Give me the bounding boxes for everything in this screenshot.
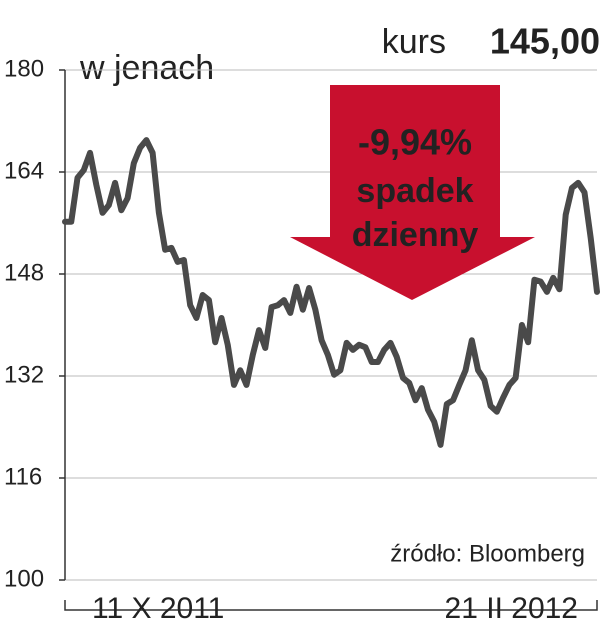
y-tick-label: 148 — [4, 259, 44, 286]
x-tick-label: 11 X 2011 — [92, 592, 224, 625]
x-bracket — [64, 600, 598, 611]
y-tick-label: 132 — [4, 361, 44, 388]
price: 145,00 — [490, 21, 600, 62]
annotation-text: spadek — [356, 172, 473, 210]
unit-label: w jenach — [79, 49, 214, 87]
annotation-arrow — [290, 85, 535, 300]
price-label: kurs — [382, 23, 446, 61]
source: źródło: Bloomberg — [390, 540, 585, 567]
y-tick-label: 164 — [4, 157, 44, 184]
price-line — [62, 137, 600, 448]
annotation-text: -9,94% — [358, 122, 472, 163]
annotation-text: dzienny — [352, 216, 479, 254]
y-tick-label: 116 — [4, 463, 42, 490]
x-tick-label: 21 II 2012 — [445, 592, 578, 625]
y-tick-label: 180 — [4, 55, 44, 82]
y-tick-label: 100 — [4, 565, 44, 592]
